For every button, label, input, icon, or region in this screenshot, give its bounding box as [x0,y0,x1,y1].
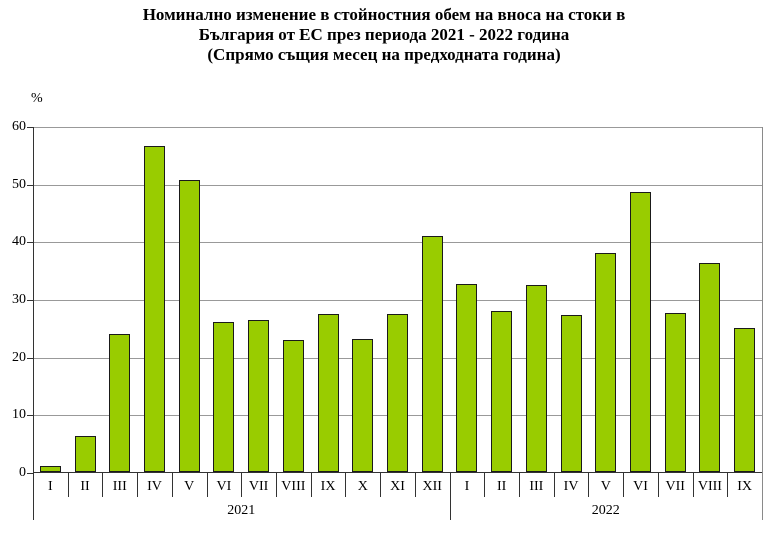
bar-2022-VI [630,192,651,472]
y-tickmark-30 [27,300,33,301]
y-tick-label-0: 0 [19,465,26,480]
y-tick-label-30: 30 [12,292,26,307]
x-label-2021-XII: XII [422,479,442,494]
month-tick-2 [102,473,104,497]
bar-2022-IX [734,327,756,472]
month-tick-11 [414,473,416,497]
month-tick-3 [137,473,139,497]
x-label-2021-IV: IV [147,479,162,494]
x-label-2021-III: III [112,479,127,494]
year-label-2022: 2022 [591,503,620,518]
y-tickmark-40 [27,242,33,244]
y-tick-label-60: 60 [12,119,26,134]
bar-2021-VII [248,319,270,472]
month-tick-7 [276,473,277,497]
x-label-2022-V: V [600,479,611,494]
x-label-2021-X: X [357,479,368,494]
chart-title-line1: Номинално изменение в стойностния обем н… [142,5,626,24]
bar-2021-X [352,338,374,472]
month-tick-20 [727,473,729,497]
month-tick-17 [623,473,625,497]
bar-2021-II [74,435,96,472]
x-label-2021-VIII: VIII [281,479,306,494]
gridline-30 [33,300,762,301]
x-label-2022-VI: VI [633,479,648,494]
bar-2022-VIII [699,262,721,472]
month-tick-6 [241,473,243,497]
x-axis-line [33,472,762,473]
bar-2022-II [491,310,513,472]
gridline-50 [33,184,762,186]
x-label-2021-XI: XI [390,479,405,494]
month-tick-10 [380,473,382,497]
month-tick-1 [67,473,69,497]
y-tick-label-40: 40 [12,234,26,250]
x-label-2022-II: II [496,479,507,494]
x-label-2021-VI: VI [216,479,232,494]
x-label-2022-I: I [464,479,470,494]
month-tick-14 [519,473,520,497]
x-label-2022-IV: IV [563,479,579,494]
bar-2021-IX [317,314,339,472]
bar-2022-I [456,284,478,472]
month-tick-5 [206,473,208,497]
bar-2021-XII [421,235,443,472]
gridline-60 [33,127,762,128]
bar-2022-IV [560,315,582,472]
x-label-2021-V: V [184,479,195,494]
y-tickmark-10 [27,415,33,417]
chart-title-line3: (Спрямо същия месец на предходната годин… [207,45,561,64]
chart-title: Номинално изменение в стойностния обем н… [0,5,768,65]
y-tick-label-50: 50 [12,176,26,192]
x-label-2021-II: II [80,479,90,494]
month-tick-4 [171,473,173,497]
y-tickmark-60 [27,127,33,128]
chart-title-line2: България от ЕС през периода 2021 - 2022 … [198,25,570,44]
bar-2021-XI [387,314,408,472]
x-label-2021-VII: VII [248,479,269,494]
month-tick-13 [484,473,486,497]
bar-2022-III [525,285,547,472]
month-tick-18 [657,473,659,497]
y-tick-label-20: 20 [12,349,26,365]
y-tickmark-20 [27,357,33,359]
bar-2022-VII [664,312,686,472]
x-label-2022-VII: VII [665,479,685,494]
year-label-2021: 2021 [227,503,256,518]
month-tick-8 [310,473,312,497]
month-tick-15 [553,473,555,497]
bar-2021-IV [144,145,165,472]
y-tick-label-10: 10 [12,407,26,423]
y-tickmark-0 [27,473,33,474]
x-label-2021-IX: IX [320,479,336,494]
x-label-2021-I: I [48,479,53,494]
bar-2021-VI [213,321,235,472]
x-label-2022-VIII: VIII [697,479,722,494]
month-tick-19 [692,473,694,497]
bar-2021-VIII [282,339,304,472]
bar-2021-III [109,333,131,472]
x-label-2022-IX: IX [737,479,753,494]
bar-2021-V [178,180,200,472]
right-border-line [762,127,763,520]
y-tickmark-50 [27,184,33,186]
month-tick-16 [588,473,590,497]
bar-2022-V [595,253,617,472]
year-separator-tick [449,473,451,520]
x-label-2022-III: III [529,479,544,494]
y-axis-unit-label: % [31,91,43,106]
gridline-40 [33,242,762,244]
month-tick-9 [345,473,347,497]
plot-area: I II III IV V VI VII VIII IX X XI XII I II III IV V VI VII… [27,127,763,520]
y-axis-line [33,127,34,520]
bar-2021-I [39,465,61,472]
